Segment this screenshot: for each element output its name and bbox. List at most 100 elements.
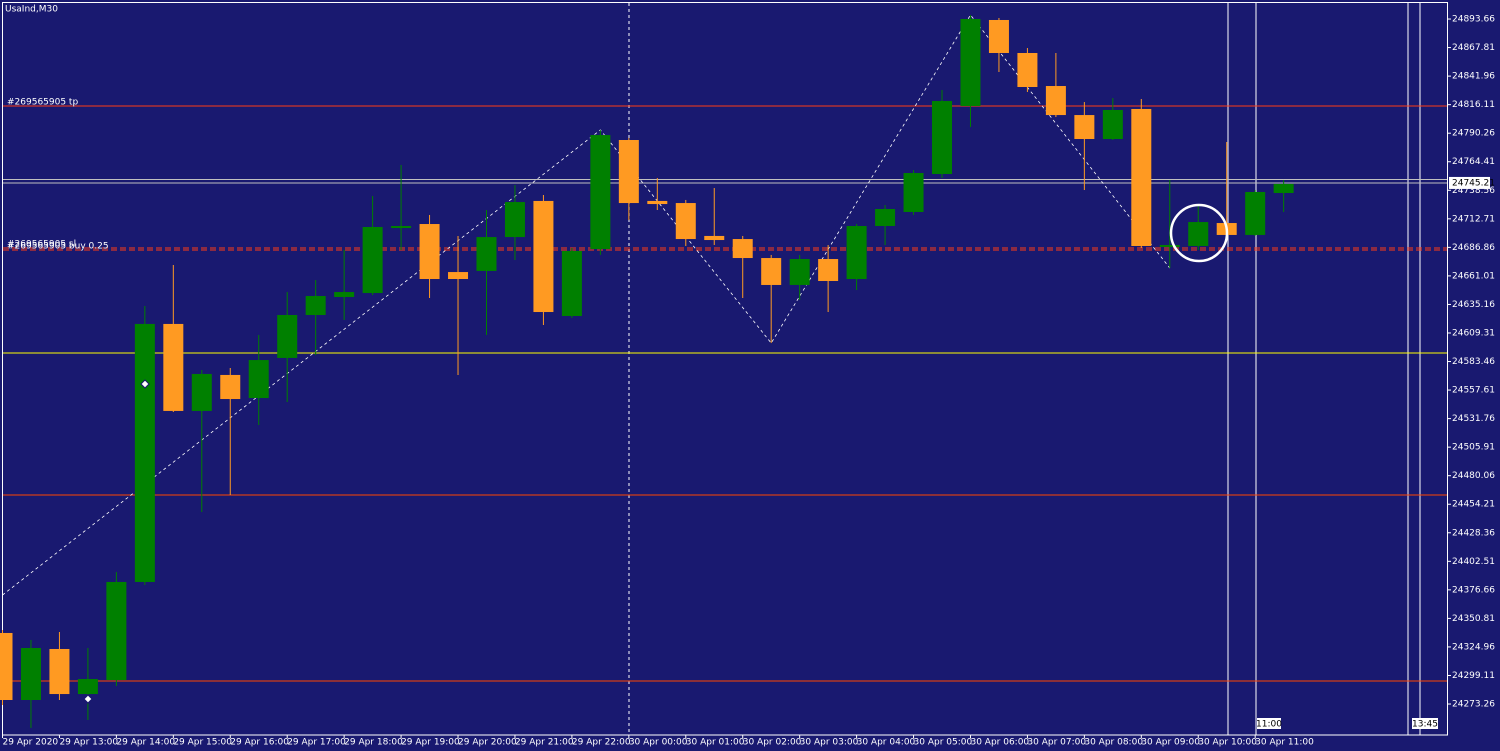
marks: #269565905 tp #269565905 sl#269565905 buy… [0, 14, 1447, 728]
price-label: 24745.21 [1452, 178, 1495, 188]
candle-body [675, 203, 696, 240]
candle-body [988, 19, 1009, 53]
x-tick-label: 30 Apr 08:00 [1084, 738, 1143, 748]
candle-body [647, 200, 668, 205]
y-tick-label: 24609.31 [1452, 328, 1495, 338]
trade-arrow [140, 379, 150, 389]
candle-body [1017, 52, 1038, 88]
x-tick-label: 30 Apr 11:00 [1255, 738, 1314, 748]
y-tick-label: 24531.76 [1452, 414, 1495, 424]
candle-body [590, 135, 611, 249]
y-tick-label: 24402.51 [1452, 557, 1495, 567]
y-tick-label: 24480.06 [1452, 471, 1495, 481]
x-tick-label: 29 Apr 15:00 [173, 738, 232, 748]
candle-body [960, 18, 981, 106]
x-tick-label: 29 Apr 20:00 [458, 738, 517, 748]
candle-body [391, 226, 412, 228]
y-tick-label: 24299.11 [1452, 671, 1495, 681]
y-tick-label: 24841.96 [1452, 72, 1495, 82]
level-label: #269565905 buy 0.25 [7, 241, 109, 251]
candle-body [305, 296, 326, 315]
candle-body [1159, 245, 1180, 247]
plot-frame [2, 2, 1448, 736]
x-tick-label: 30 Apr 03:00 [800, 738, 859, 748]
candle-body [561, 250, 582, 316]
x-tick-label: 29 Apr 17:00 [287, 738, 346, 748]
x-tick-label: 29 Apr 14:00 [116, 738, 175, 748]
candle-body [106, 581, 127, 681]
y-tick-label: 24557.61 [1452, 386, 1495, 396]
zigzag [2, 14, 1171, 596]
x-tick-label: 29 Apr 21:00 [515, 738, 574, 748]
candle-body [476, 237, 497, 271]
candle-body [903, 173, 924, 212]
time-marker-box [1412, 718, 1438, 729]
time-marker: 11:00 [1256, 720, 1282, 730]
candle-body [1131, 108, 1152, 246]
candle-body [77, 679, 98, 695]
y-tick-label: 24764.41 [1452, 157, 1495, 167]
y-tick-label: 24324.96 [1452, 642, 1495, 652]
y-tick-label: 24273.26 [1452, 700, 1495, 710]
candle-body [875, 209, 896, 227]
time-marker: 13:45 [1412, 720, 1438, 730]
candle-body [1074, 115, 1095, 140]
highlight-circle [1169, 203, 1229, 263]
y-tick-label: 24428.36 [1452, 528, 1495, 538]
candle-body [533, 200, 554, 313]
y-tick-label: 24583.46 [1452, 357, 1495, 367]
x-tick-label: 30 Apr 10:00 [1198, 738, 1257, 748]
y-tick-label: 24790.26 [1452, 129, 1495, 139]
y-tick-label: 24661.01 [1452, 271, 1495, 281]
level-label: #269565905 sl [7, 239, 76, 249]
x-tick-label: 30 Apr 02:00 [743, 738, 802, 748]
chart-title: UsaInd,M30 [5, 5, 58, 15]
x-tick-label: 29 Apr 18:00 [344, 738, 403, 748]
x-tick-label: 30 Apr 04:00 [857, 738, 916, 748]
candle-body [1245, 192, 1266, 235]
candle-body [49, 648, 70, 695]
y-tick-label: 24738.56 [1452, 186, 1495, 196]
candle-body [504, 202, 525, 238]
candle-body [818, 259, 839, 281]
candle-body [1045, 86, 1066, 116]
candle-body [932, 101, 953, 175]
time-marker-box [1257, 718, 1281, 729]
candle-body [362, 227, 383, 294]
candle-body [419, 224, 440, 280]
x-tick-label: 30 Apr 09:00 [1141, 738, 1200, 748]
price-box [1449, 176, 1490, 189]
x-tick-label: 29 Apr 13:00 [59, 738, 118, 748]
x-tick-label: 30 Apr 05:00 [914, 738, 973, 748]
y-tick-label: 24505.91 [1452, 443, 1495, 453]
candle-body [277, 315, 298, 358]
x-tick-label: 29 Apr 16:00 [230, 738, 289, 748]
x-tick-label: 29 Apr 2020 [3, 738, 59, 748]
candle-body [846, 226, 867, 280]
y-tick-label: 24454.21 [1452, 500, 1495, 510]
y-tick-label: 24893.66 [1452, 15, 1495, 25]
y-tick-label: 24867.81 [1452, 43, 1495, 53]
x-tick-label: 29 Apr 22:00 [572, 738, 631, 748]
x-tick-label: 30 Apr 07:00 [1027, 738, 1086, 748]
candle-body [448, 272, 469, 280]
y-tick-label: 24686.86 [1452, 243, 1495, 253]
level-label: #269565905 tp [7, 97, 78, 107]
candle-body [163, 323, 184, 411]
candle-body [134, 323, 155, 582]
candle-body [1273, 183, 1294, 193]
candle-body [220, 374, 241, 400]
x-tick-label: 30 Apr 01:00 [686, 738, 745, 748]
y-tick-label: 24712.71 [1452, 214, 1495, 224]
y-tick-label: 24350.81 [1452, 614, 1495, 624]
candle-body [1188, 222, 1209, 246]
candle-body [334, 292, 355, 298]
y-tick-label: 24376.66 [1452, 585, 1495, 595]
x-tick-label: 30 Apr 06:00 [970, 738, 1029, 748]
candle-body [761, 258, 782, 285]
candle-body [0, 632, 13, 700]
candle-body [191, 373, 212, 411]
y-tick-label: 24635.16 [1452, 300, 1495, 310]
